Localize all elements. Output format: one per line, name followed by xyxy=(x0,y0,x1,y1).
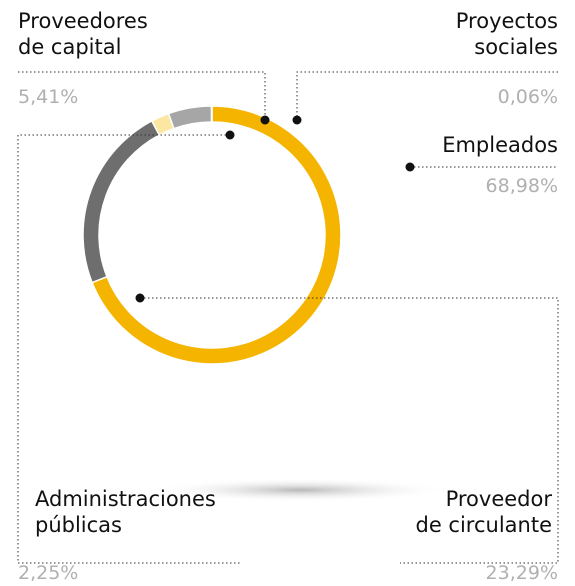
value-label: 68,98% xyxy=(485,175,558,197)
dot xyxy=(135,293,145,303)
dots xyxy=(135,115,415,303)
dot xyxy=(405,162,415,172)
leader-line xyxy=(296,71,558,120)
shadow xyxy=(150,478,450,502)
label: Proveedores de capital xyxy=(18,9,148,59)
value-label: 0,06% xyxy=(497,86,558,108)
label: Administraciones públicas xyxy=(35,487,216,537)
donut xyxy=(82,105,342,365)
donut-segment xyxy=(82,119,161,284)
value-label: 5,41% xyxy=(18,86,79,108)
dot xyxy=(292,115,302,125)
leader-line xyxy=(140,297,559,564)
value-label: 23,29% xyxy=(485,562,558,584)
label: Proyectos sociales xyxy=(455,9,558,59)
donut-segment xyxy=(167,105,213,130)
label: Empleados xyxy=(442,133,558,157)
leaders xyxy=(17,71,559,564)
value-label: 2,25% xyxy=(18,562,79,584)
label: Proveedor de circulante xyxy=(415,487,553,537)
dot xyxy=(260,115,270,125)
dot xyxy=(225,130,235,140)
